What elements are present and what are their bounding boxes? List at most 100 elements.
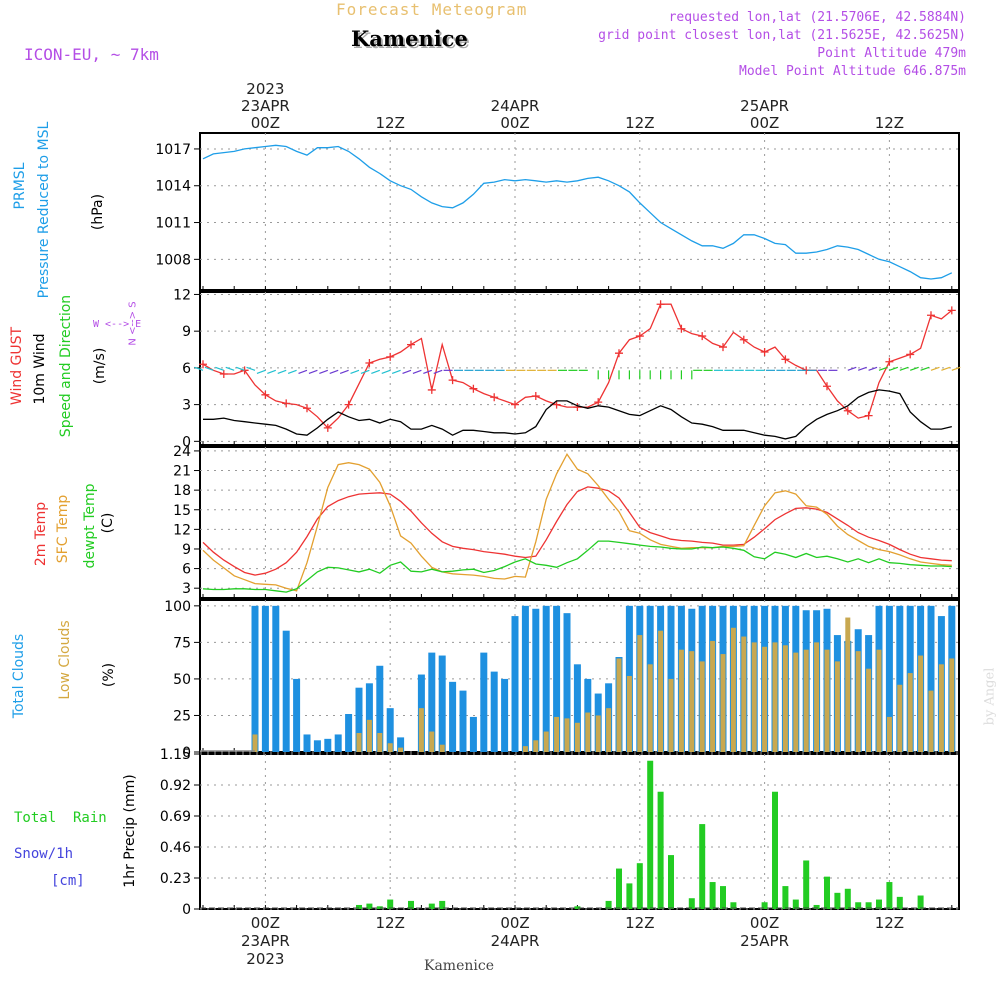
wind-direction-arrow xyxy=(951,366,961,371)
wind-ytick-label: 3 xyxy=(182,398,191,414)
precip-bar-total-rain xyxy=(917,895,924,909)
gust-marker xyxy=(906,350,915,359)
clouds-bar-low-clouds xyxy=(855,651,861,752)
temp-2m-label: 2m Temp xyxy=(33,501,49,567)
precip-bar-total-rain xyxy=(366,903,373,909)
precip-bar-total-rain xyxy=(356,904,362,909)
clouds-bar-total-clouds xyxy=(386,708,394,752)
clouds-bar-total-clouds xyxy=(927,605,935,752)
gust-marker xyxy=(760,347,769,356)
clouds-bar-total-clouds xyxy=(355,687,363,752)
wind-direction-arrow xyxy=(847,366,857,371)
precip-bar-total-rain xyxy=(626,883,633,909)
clouds-bar-low-clouds xyxy=(366,719,372,752)
wind-direction-arrow xyxy=(412,369,422,374)
top-time-label: 12Z xyxy=(625,114,654,132)
clouds-bar-low-clouds xyxy=(886,716,892,752)
bottom-time-label: 23APR xyxy=(241,932,290,950)
clouds-bar-low-clouds xyxy=(824,649,830,752)
gust-marker xyxy=(199,360,207,369)
gust-marker xyxy=(469,384,478,393)
precip-bar-total-rain xyxy=(387,899,394,909)
temp-sfc-label: SFC Temp xyxy=(55,494,71,564)
top-time-label: 24APR xyxy=(491,97,540,115)
wind-10m-label: 10m Wind xyxy=(32,333,48,405)
wind-ytick-label: 12 xyxy=(173,287,191,303)
clouds-bar-low-clouds xyxy=(730,627,736,752)
gust-marker xyxy=(427,385,436,394)
clouds-bar-low-clouds xyxy=(585,712,591,752)
temp-ytick-label: 3 xyxy=(182,581,191,597)
clouds-bar-total-clouds xyxy=(459,690,467,752)
clouds-bar-low-clouds xyxy=(522,746,528,752)
wind-gust-label: Wind GUST xyxy=(9,326,25,406)
clouds-bar-total-clouds xyxy=(324,738,332,752)
top-time-label: 25APR xyxy=(740,97,789,115)
temp-series-2m-temp xyxy=(202,486,952,576)
clouds-bar-total-clouds xyxy=(532,608,540,752)
gust-marker xyxy=(511,400,519,409)
precip-ytick-label: 0.46 xyxy=(160,840,191,856)
clouds-bar-total-clouds xyxy=(490,671,498,752)
wind-direction-arrow xyxy=(339,369,349,374)
clouds-bar-low-clouds xyxy=(429,731,435,752)
wind-direction-arrow xyxy=(360,369,370,374)
pressure-ytick-label: 1008 xyxy=(155,252,191,268)
wind-direction-arrow xyxy=(402,369,412,374)
clouds-bar-low-clouds xyxy=(845,617,851,752)
clouds-bar-total-clouds xyxy=(251,605,259,752)
bottom-time-label: 00Z xyxy=(251,914,280,932)
clouds-bar-total-clouds xyxy=(293,678,301,752)
wind-direction-arrow xyxy=(857,366,867,371)
top-time-label: 12Z xyxy=(376,114,405,132)
top-time-label: 12Z xyxy=(875,114,904,132)
wind-direction-arrow xyxy=(423,369,433,374)
clouds-ytick-label: 50 xyxy=(173,672,191,688)
clouds-bar-low-clouds xyxy=(439,744,445,752)
precip-bar-total-rain xyxy=(730,902,737,909)
clouds-unit: (%) xyxy=(101,662,117,688)
pressure-label-msl: Pressure Reduced to MSL xyxy=(36,121,52,299)
precip-snow-label: Snow/1h xyxy=(14,846,74,862)
clouds-bar-low-clouds xyxy=(876,649,882,752)
clouds-bar-low-clouds xyxy=(772,642,778,752)
bottom-time-label: 00Z xyxy=(500,914,529,932)
clouds-bar-total-clouds xyxy=(313,740,321,752)
clouds-bar-total-clouds xyxy=(303,734,311,752)
wind-direction-arrow xyxy=(391,369,401,374)
bottom-time-label: 12Z xyxy=(875,914,904,932)
clouds-bar-low-clouds xyxy=(533,740,539,752)
temp-ytick-label: 18 xyxy=(173,483,191,499)
clouds-bar-low-clouds xyxy=(834,661,840,752)
precip-rain-label: Total Rain xyxy=(14,810,107,826)
bottom-time-label: 00Z xyxy=(750,914,779,932)
gust-marker xyxy=(303,404,311,413)
clouds-bar-total-clouds xyxy=(345,714,353,752)
clouds-bar-total-clouds xyxy=(449,681,457,752)
wind-unit: (m/s) xyxy=(92,347,108,385)
wind-direction-arrow xyxy=(277,369,287,374)
precip-unit: 1hr Precip (mm) xyxy=(122,774,138,888)
clouds-bar-low-clouds xyxy=(387,743,393,752)
precip-bar-total-rain xyxy=(657,791,664,909)
wind-direction-arrow xyxy=(256,369,266,374)
precip-bar-total-rain xyxy=(813,904,820,909)
pressure-panel-frame xyxy=(199,132,960,291)
gust-marker xyxy=(386,352,395,361)
precip-bar-total-rain xyxy=(408,900,414,909)
precip-bar-total-rain xyxy=(844,888,851,909)
gust-marker xyxy=(927,311,935,320)
wind-direction-arrow xyxy=(878,366,888,371)
clouds-bar-low-clouds xyxy=(897,684,903,752)
wind-direction-arrow xyxy=(215,366,225,371)
gust-marker xyxy=(615,349,623,358)
wind-direction-arrow xyxy=(350,369,360,374)
precip-bar-total-rain xyxy=(834,892,841,909)
bottom-time-label: 12Z xyxy=(376,914,405,932)
clouds-bar-total-clouds xyxy=(885,605,893,752)
wind-ytick-label: 9 xyxy=(182,324,191,340)
wind-direction-arrow xyxy=(433,369,443,374)
gust-marker xyxy=(635,332,644,341)
precip-ytick-label: 0.92 xyxy=(160,778,191,794)
